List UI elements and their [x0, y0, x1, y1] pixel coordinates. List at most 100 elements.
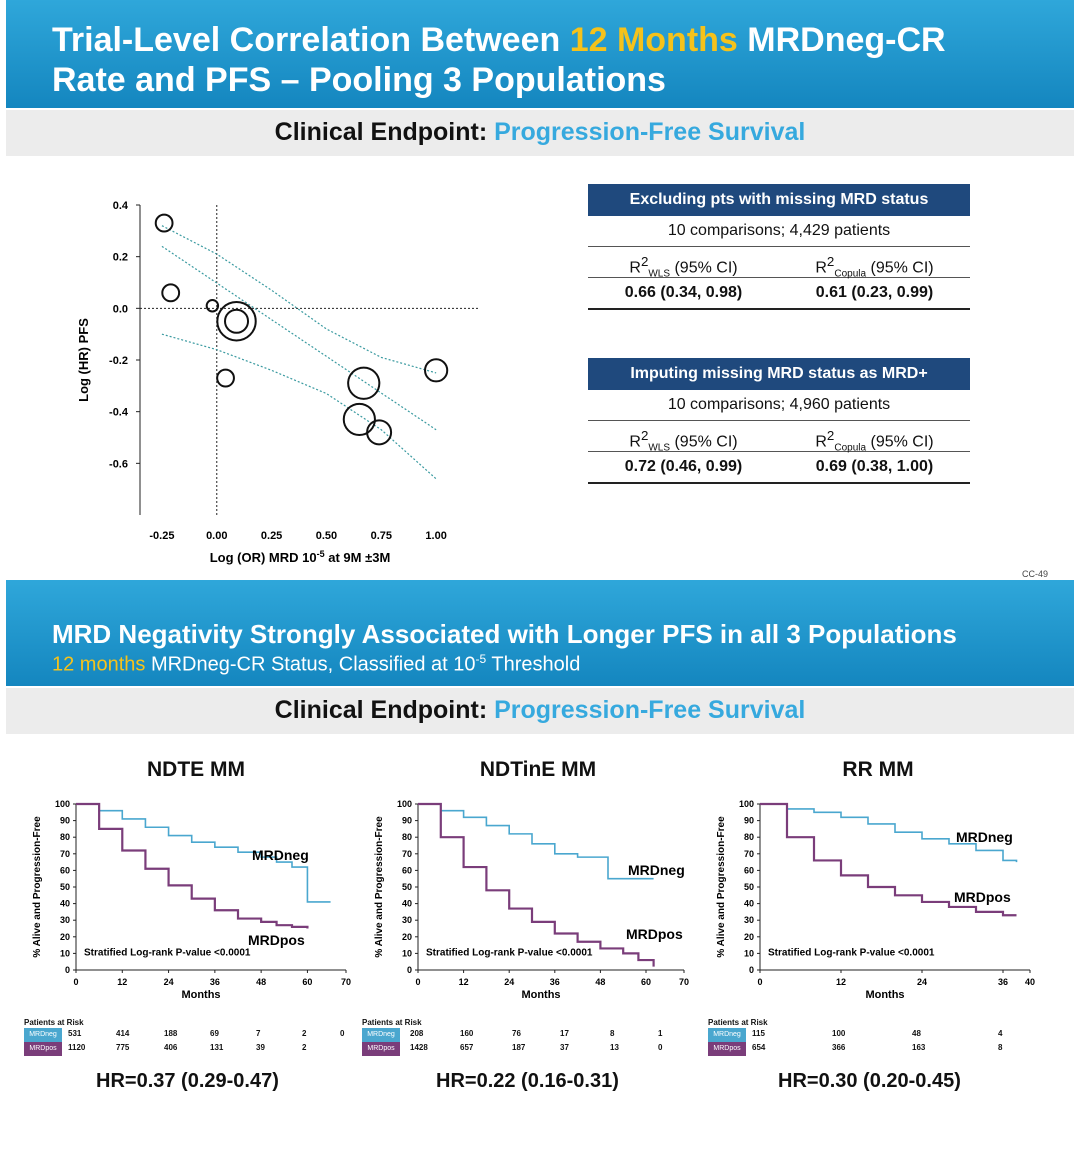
endpoint-label: Clinical Endpoint:	[274, 118, 495, 146]
risk-value: 8	[610, 1029, 615, 1038]
x-tick-label: 0.75	[371, 530, 392, 542]
hr-ndtine: HR=0.22 (0.16-0.31)	[436, 1070, 619, 1092]
risk-value: 1	[658, 1029, 663, 1038]
y-tick-label: 70	[744, 849, 754, 859]
ci-upper-line	[161, 225, 437, 374]
head-sub: Copula	[834, 442, 867, 454]
risk-table-ndtine: Patients at Risk MRDneg 208 160 76 17 8 1 MRDpos…	[362, 1018, 682, 1056]
x-tick-label: 0	[73, 977, 78, 987]
subtitle-highlight: 12 months	[52, 653, 146, 676]
slide2-title: MRD Negativity Strongly Associated with …	[52, 619, 957, 649]
risk-table-rr: Patients at Risk MRDneg 115 100 48 4 MRDpos 654…	[708, 1018, 1028, 1056]
risk-value: 7	[256, 1029, 261, 1038]
x-axis-label: Months	[521, 989, 560, 1001]
y-tick-label: 40	[60, 899, 70, 909]
slide2-banner: MRD Negativity Strongly Associated with …	[6, 580, 1074, 686]
hr-rr: HR=0.30 (0.20-0.45)	[778, 1070, 961, 1092]
r2-table-excluding: Excluding pts with missing MRD status 10…	[588, 184, 970, 310]
table-col-heads: R2WLS (95% CI) R2Copula (95% CI)	[588, 421, 970, 454]
head-sub: WLS	[648, 442, 671, 454]
risk-value: 100	[832, 1029, 846, 1038]
head-text: (95% CI)	[670, 433, 738, 451]
y-axis-label: % Alive and Progression-Free	[374, 816, 385, 958]
hr-ndte: HR=0.37 (0.29-0.47)	[96, 1070, 279, 1092]
scatter-point	[366, 419, 393, 446]
x-tick-label: 1.00	[425, 530, 446, 542]
y-tick-label: 10	[744, 948, 754, 958]
table-header: Excluding pts with missing MRD status	[588, 184, 970, 216]
risk-value: 406	[164, 1043, 178, 1052]
head-text: R	[629, 433, 641, 451]
y-axis-label: % Alive and Progression-Free	[716, 816, 727, 958]
x-tick-label: 36	[550, 977, 560, 987]
endpoint-value: Progression-Free Survival	[494, 118, 806, 146]
y-tick-label: 50	[402, 882, 412, 892]
km-curve-mrdpos	[418, 802, 655, 967]
risk-row: MRDpos 654 366 163 8	[708, 1041, 1028, 1056]
subtitle-part: MRDneg-CR Status, Classified at 10	[145, 653, 476, 676]
risk-value: 187	[512, 1043, 526, 1052]
risk-row: MRDpos 1120 775 406 131 39 2	[24, 1041, 354, 1056]
logrank-annotation: Stratified Log-rank P-value <0.0001	[426, 947, 593, 958]
curve-label-mrdpos: MRDpos	[954, 889, 1011, 905]
scatter-chart: 0.4 0.2 0.0 -0.2 -0.4 -0.6 -0.25 0.00 0.25 0.50 0.…	[76, 200, 480, 565]
table-values: 0.66 (0.34, 0.98) 0.61 (0.23, 0.99)	[588, 278, 970, 310]
copula-value: 0.61 (0.23, 0.99)	[815, 284, 934, 301]
col-head-wls: R2WLS (95% CI)	[588, 247, 779, 280]
y-tick-label: 30	[744, 915, 754, 925]
curve-label-mrdneg: MRDneg	[252, 847, 309, 863]
risk-label: Patients at Risk	[708, 1018, 768, 1027]
curve-label-mrdpos: MRDpos	[248, 932, 305, 948]
x-tick-label: 40	[1025, 977, 1035, 987]
km-curve-mrdpos	[76, 802, 309, 929]
risk-row: MRDneg 531 414 188 69 7 2 0	[24, 1027, 354, 1042]
y-tick-label: 90	[744, 816, 754, 826]
head-sup: 2	[640, 254, 649, 269]
y-tick-label: 100	[739, 799, 754, 809]
risk-row-tag: MRDneg	[362, 1028, 400, 1042]
y-tick-label: 90	[402, 816, 412, 826]
y-tick-label: 0	[65, 965, 70, 975]
x-tick-label: 48	[256, 977, 266, 987]
y-tick-label: 60	[402, 865, 412, 875]
y-tick-label: 80	[60, 832, 70, 842]
risk-value: 160	[460, 1029, 474, 1038]
x-tick-label: 36	[210, 977, 220, 987]
head-text: (95% CI)	[670, 259, 738, 277]
col-head-copula: R2Copula (95% CI)	[779, 421, 970, 454]
x-tick-label: 48	[595, 977, 605, 987]
y-tick-label: 30	[60, 915, 70, 925]
x-tick-label: 36	[998, 977, 1008, 987]
copula-value: 0.69 (0.38, 1.00)	[815, 458, 934, 475]
y-tick-label: 40	[744, 899, 754, 909]
x-tick-label: 12	[836, 977, 846, 987]
col-head-copula: R2Copula (95% CI)	[779, 247, 970, 280]
x-tick-label: 0	[415, 977, 420, 987]
risk-value: 2	[302, 1043, 307, 1052]
y-tick-label: 0.4	[113, 200, 129, 212]
y-axis-label: Log (HR) PFS	[76, 318, 91, 402]
risk-value: 414	[116, 1029, 130, 1038]
col-head-wls: R2WLS (95% CI)	[588, 421, 779, 454]
head-text: R	[815, 259, 827, 277]
risk-value: 1428	[410, 1043, 428, 1052]
x-tick-label: -0.25	[149, 530, 174, 542]
x-tick-label: 12	[117, 977, 127, 987]
head-text: (95% CI)	[866, 433, 934, 451]
km-chart-rr: 0 10 20 30 40 50 60 70 80 90 100 0 12 24 36 40 Months % A…	[716, 799, 1035, 1001]
scatter-point-inner	[223, 308, 250, 334]
scatter-point	[424, 358, 449, 383]
risk-row-tag: MRDpos	[362, 1042, 400, 1056]
curve-label-mrdneg: MRDneg	[628, 862, 685, 878]
risk-table-ndte: Patients at Risk MRDneg 531 414 188 69 7 2 0 MRDp…	[24, 1018, 354, 1056]
risk-value: 657	[460, 1043, 474, 1052]
y-tick-label: 100	[397, 799, 412, 809]
table-summary: 10 comparisons; 4,429 patients	[588, 216, 970, 247]
risk-value: 775	[116, 1043, 130, 1052]
endpoint-label: Clinical Endpoint:	[274, 696, 495, 724]
head-text: (95% CI)	[866, 259, 934, 277]
km-curve-mrdneg	[418, 803, 654, 880]
x-tick-label: 0.00	[206, 530, 227, 542]
y-tick-label: 20	[60, 932, 70, 942]
y-tick-label: 70	[402, 849, 412, 859]
